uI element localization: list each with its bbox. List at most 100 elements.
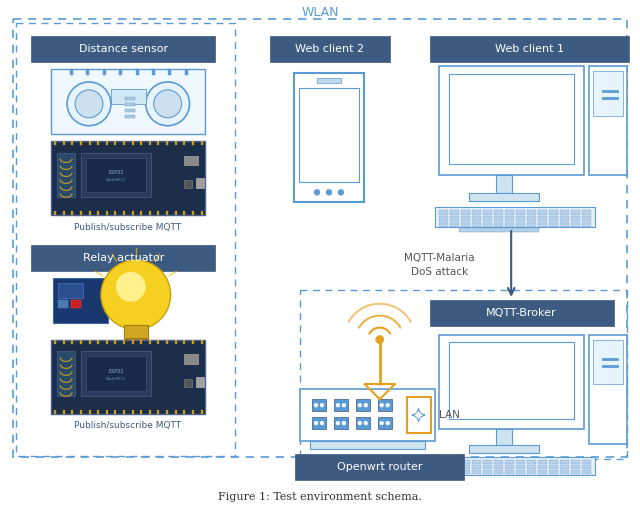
Text: Web client 1: Web client 1: [495, 44, 564, 54]
Bar: [192, 339, 194, 343]
Bar: [582, 222, 591, 227]
Bar: [72, 339, 74, 343]
Bar: [115, 211, 116, 215]
Bar: [440, 216, 449, 221]
Bar: [70, 69, 73, 75]
Bar: [157, 339, 159, 343]
Bar: [140, 410, 142, 414]
Bar: [461, 460, 470, 464]
Circle shape: [101, 260, 171, 330]
Bar: [157, 141, 159, 145]
Bar: [103, 69, 106, 75]
Bar: [72, 211, 74, 215]
Bar: [175, 211, 177, 215]
Bar: [31, 36, 216, 62]
Bar: [86, 357, 146, 391]
Bar: [183, 339, 186, 343]
Text: ESP32: ESP32: [108, 170, 124, 175]
Bar: [582, 465, 591, 469]
Bar: [97, 339, 99, 343]
Bar: [97, 141, 99, 145]
Bar: [54, 339, 56, 343]
Circle shape: [380, 421, 384, 425]
Bar: [469, 445, 539, 453]
Bar: [175, 410, 177, 414]
Text: NodeMCU: NodeMCU: [106, 178, 126, 182]
Bar: [86, 69, 90, 75]
Bar: [549, 470, 558, 474]
Bar: [560, 210, 569, 215]
Bar: [451, 222, 460, 227]
Bar: [483, 222, 492, 227]
Bar: [54, 141, 56, 145]
Bar: [516, 465, 525, 469]
Bar: [538, 210, 547, 215]
Bar: [494, 216, 503, 221]
Bar: [483, 210, 492, 215]
Circle shape: [314, 403, 318, 407]
Bar: [560, 465, 569, 469]
Bar: [58, 300, 68, 308]
Bar: [582, 210, 591, 215]
Bar: [53, 278, 108, 322]
Bar: [505, 465, 514, 469]
Bar: [140, 211, 142, 215]
Text: NodeMCU: NodeMCU: [106, 377, 126, 381]
Bar: [80, 211, 82, 215]
Bar: [593, 71, 623, 116]
Bar: [200, 141, 202, 145]
Bar: [80, 410, 82, 414]
Bar: [149, 410, 151, 414]
Circle shape: [116, 272, 146, 302]
Bar: [516, 210, 525, 215]
Text: WLAN: WLAN: [301, 6, 339, 19]
Bar: [494, 470, 503, 474]
Bar: [157, 410, 159, 414]
Circle shape: [358, 403, 362, 407]
Text: MQTT-Broker: MQTT-Broker: [486, 308, 557, 318]
Bar: [516, 460, 525, 464]
Bar: [571, 216, 580, 221]
Bar: [571, 222, 580, 227]
Bar: [192, 141, 194, 145]
Bar: [72, 141, 74, 145]
Bar: [17, 24, 236, 456]
Bar: [527, 460, 536, 464]
Bar: [125, 109, 135, 112]
Bar: [449, 341, 574, 419]
Bar: [516, 222, 525, 227]
Bar: [300, 389, 435, 441]
Bar: [132, 410, 134, 414]
Bar: [294, 73, 364, 202]
Bar: [406, 397, 431, 433]
Bar: [527, 465, 536, 469]
Bar: [149, 339, 151, 343]
Bar: [63, 141, 65, 145]
Bar: [312, 399, 326, 411]
Bar: [560, 216, 569, 221]
Bar: [183, 211, 186, 215]
Bar: [472, 465, 481, 469]
Bar: [494, 210, 503, 215]
Circle shape: [320, 403, 324, 407]
Bar: [451, 470, 460, 474]
Text: Publish/subscribe MQTT: Publish/subscribe MQTT: [74, 421, 181, 430]
Bar: [334, 399, 348, 411]
Bar: [54, 410, 56, 414]
Bar: [13, 19, 627, 457]
Bar: [582, 216, 591, 221]
Bar: [51, 141, 205, 215]
Text: ESP32: ESP32: [108, 369, 124, 374]
Bar: [472, 210, 481, 215]
Bar: [126, 338, 146, 343]
Bar: [451, 460, 460, 464]
Bar: [571, 210, 580, 215]
Bar: [571, 470, 580, 474]
Bar: [192, 410, 194, 414]
Circle shape: [364, 403, 368, 407]
Bar: [57, 352, 75, 396]
Bar: [168, 69, 172, 75]
Bar: [461, 222, 470, 227]
Bar: [81, 352, 151, 396]
Bar: [440, 335, 584, 429]
